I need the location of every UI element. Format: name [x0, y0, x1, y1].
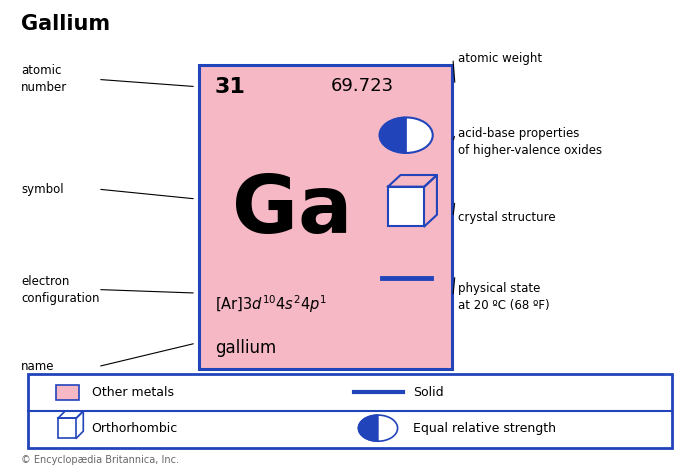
Text: atomic
number: atomic number: [21, 64, 67, 94]
Text: atomic weight: atomic weight: [458, 52, 542, 65]
Text: © Encyclopædia Britannica, Inc.: © Encyclopædia Britannica, Inc.: [21, 455, 179, 465]
Text: 31: 31: [215, 77, 246, 97]
Text: crystal structure: crystal structure: [458, 211, 556, 224]
FancyBboxPatch shape: [56, 384, 79, 400]
Text: symbol: symbol: [21, 183, 64, 196]
Text: 69.723: 69.723: [330, 77, 393, 95]
FancyBboxPatch shape: [28, 374, 672, 448]
Wedge shape: [379, 117, 406, 153]
Text: physical state
at 20 ºC (68 ºF): physical state at 20 ºC (68 ºF): [458, 282, 550, 311]
Text: acid-base properties
of higher-valence oxides: acid-base properties of higher-valence o…: [458, 127, 603, 157]
Text: $\mathrm{[Ar]3}d^{10}\mathrm{4}s^{2}\mathrm{4}p^{1}$: $\mathrm{[Ar]3}d^{10}\mathrm{4}s^{2}\mat…: [215, 294, 327, 315]
Text: Gallium: Gallium: [21, 14, 110, 34]
Wedge shape: [358, 415, 378, 441]
FancyBboxPatch shape: [388, 187, 424, 226]
Text: Solid: Solid: [413, 386, 444, 399]
Text: electron
configuration: electron configuration: [21, 275, 99, 304]
FancyBboxPatch shape: [58, 418, 76, 438]
FancyBboxPatch shape: [199, 65, 452, 369]
Circle shape: [358, 415, 398, 441]
Text: gallium: gallium: [215, 339, 276, 357]
Circle shape: [379, 117, 433, 153]
Text: Equal relative strength: Equal relative strength: [413, 422, 556, 435]
Text: Orthorhombic: Orthorhombic: [92, 422, 178, 435]
Text: name: name: [21, 360, 55, 373]
Text: Other metals: Other metals: [92, 386, 174, 399]
Text: Ga: Ga: [232, 172, 353, 250]
